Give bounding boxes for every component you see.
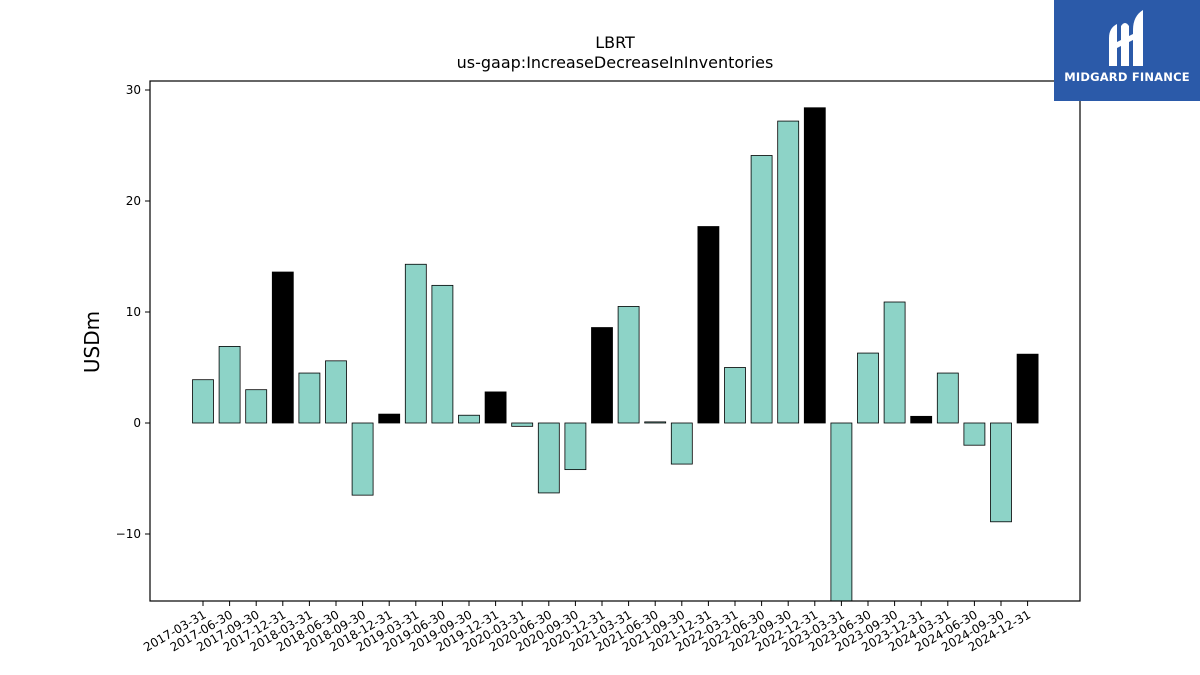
bar-2024-06-30 xyxy=(963,422,986,446)
chart-subtitle: us-gaap:IncreaseDecreaseInInventories xyxy=(457,53,774,72)
bar-2022-09-30 xyxy=(777,120,800,424)
bar-2024-03-31 xyxy=(936,372,959,424)
bar-2024-12-31 xyxy=(1016,353,1039,424)
bar-2019-03-31 xyxy=(404,263,427,424)
bar-2021-03-31 xyxy=(617,306,640,424)
y-tick-label: 0 xyxy=(133,416,141,430)
bar-2021-06-30 xyxy=(644,421,667,424)
bar-2018-12-31 xyxy=(378,413,401,424)
bar-2023-12-31 xyxy=(910,415,933,424)
y-tick-label: −10 xyxy=(116,527,141,541)
bar-2023-03-31 xyxy=(830,422,853,601)
bar-2019-09-30 xyxy=(458,414,480,424)
bar-2019-06-30 xyxy=(431,284,454,424)
bar-2017-03-31 xyxy=(192,379,214,424)
bar-2018-06-30 xyxy=(325,360,347,424)
bar-2020-06-30 xyxy=(537,422,560,494)
brand-name: MIDGARD FINANCE xyxy=(1064,70,1190,84)
chart-title: LBRT xyxy=(595,33,635,52)
bar-2020-03-31 xyxy=(511,422,534,427)
y-axis-ticks: −10 0 10 20 30 xyxy=(116,83,150,541)
y-tick-label: 30 xyxy=(126,83,141,97)
bar-2017-12-31 xyxy=(271,271,294,424)
brand-logo: MIDGARD FINANCE xyxy=(1054,0,1200,101)
bar-2022-03-31 xyxy=(724,367,746,424)
bar-2020-09-30 xyxy=(564,422,587,471)
plot-frame xyxy=(149,80,1081,602)
bar-2017-09-30 xyxy=(245,389,268,424)
bar-2018-03-31 xyxy=(298,372,321,424)
bar-2022-06-30 xyxy=(750,155,773,424)
bar-2017-06-30 xyxy=(218,346,241,424)
bar-2018-09-30 xyxy=(351,422,374,496)
bar-2019-12-31 xyxy=(484,391,507,424)
bar-2022-12-31 xyxy=(803,107,826,424)
bar-2024-09-30 xyxy=(990,422,1012,523)
bar-2023-06-30 xyxy=(857,352,879,424)
y-tick-label: 20 xyxy=(126,194,141,208)
bar-2021-09-30 xyxy=(670,422,693,465)
y-axis-label: USDm xyxy=(80,311,104,373)
midgard-logo-mark-icon xyxy=(1109,10,1143,66)
bar-2023-09-30 xyxy=(883,301,906,424)
y-tick-label: 10 xyxy=(126,305,141,319)
bar-2021-12-31 xyxy=(697,226,720,424)
x-axis-ticks: 2017-03-312017-06-302017-09-302017-12-31… xyxy=(141,601,1033,654)
bars-group xyxy=(192,107,1039,601)
bar-2020-12-31 xyxy=(591,327,613,424)
